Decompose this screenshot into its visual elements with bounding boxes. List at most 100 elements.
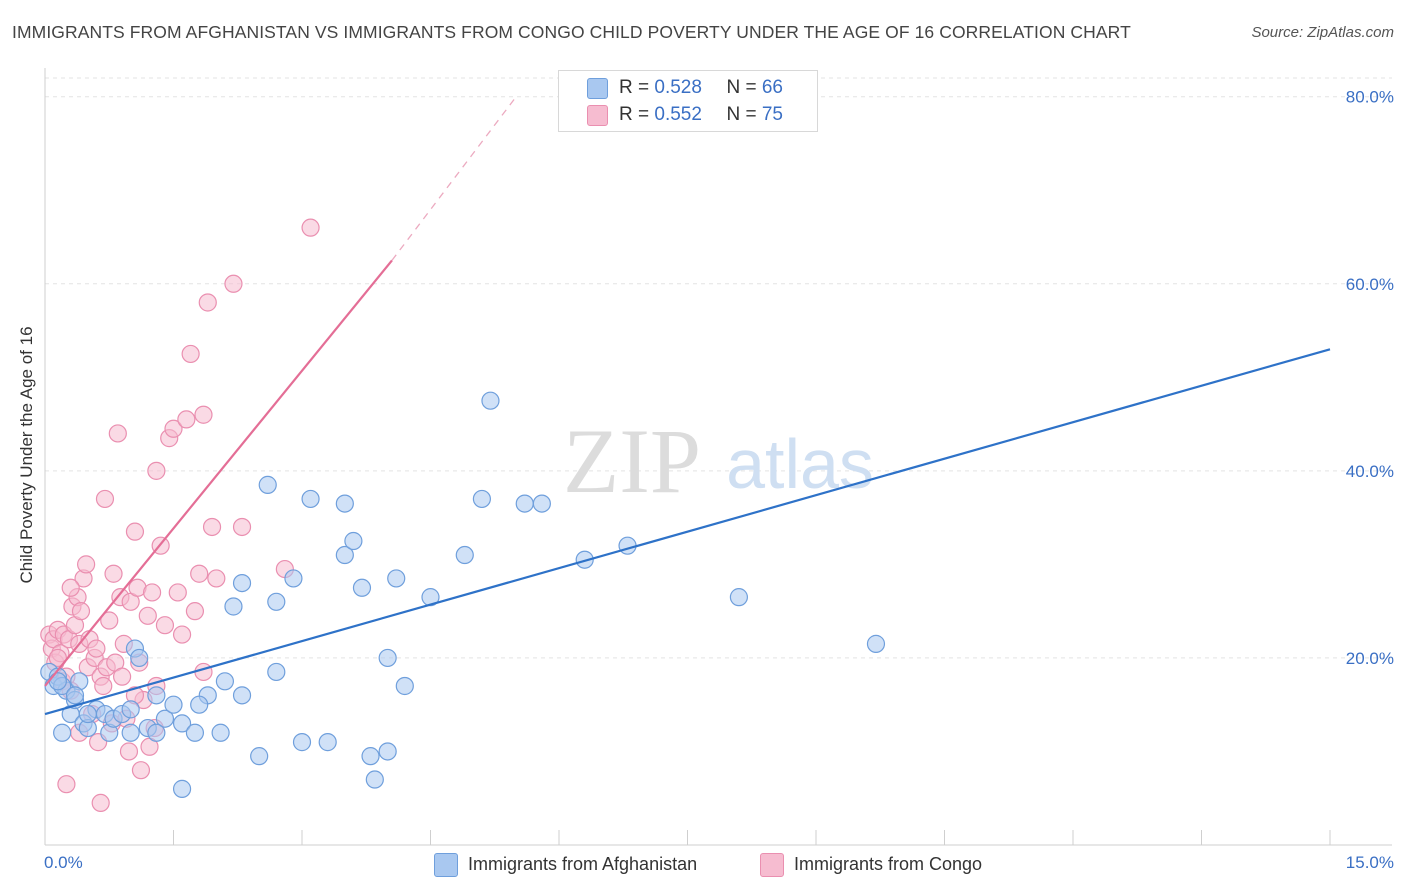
afghanistan-point <box>284 569 303 588</box>
afghanistan-swatch <box>587 78 608 99</box>
afghanistan-point <box>211 723 230 742</box>
congo-point <box>71 602 91 621</box>
afghanistan-point <box>155 709 175 728</box>
afghanistan-point <box>147 723 166 742</box>
afghanistan-point <box>618 536 637 555</box>
afghanistan-point <box>130 648 149 668</box>
afghanistan-point <box>361 747 380 766</box>
afghanistan-point <box>258 475 277 494</box>
y-tick-label: 40.0% <box>1346 462 1394 481</box>
congo-points <box>40 218 320 813</box>
congo-point <box>77 555 96 574</box>
congo-point <box>198 293 217 312</box>
congo-point <box>119 742 139 761</box>
y-tick-label: 60.0% <box>1346 275 1394 294</box>
y-tick-labels: 20.0% 40.0% 60.0% 80.0% <box>1346 88 1394 668</box>
congo-point <box>125 522 145 541</box>
afghanistan-point <box>481 391 500 410</box>
afghanistan-point <box>48 672 67 691</box>
afghanistan-point <box>190 695 209 714</box>
r-value-afghanistan: 0.528 <box>654 77 702 98</box>
afghanistan-point <box>164 695 183 714</box>
congo-point <box>87 639 106 658</box>
chart-title: IMMIGRANTS FROM AFGHANISTAN VS IMMIGRANT… <box>12 22 1131 42</box>
congo-point <box>48 648 67 668</box>
afghanistan-point <box>224 597 243 616</box>
congo-point <box>232 517 252 537</box>
congo-point <box>185 602 205 621</box>
r-value-congo: 0.552 <box>654 104 702 125</box>
afghanistan-point <box>53 723 72 742</box>
congo-point <box>155 616 175 635</box>
y-tick-label: 80.0% <box>1346 88 1394 107</box>
x-tick-min: 0.0% <box>44 853 83 872</box>
n-value-congo: 75 <box>761 104 783 125</box>
congo-point <box>91 793 110 813</box>
legend-label-afghanistan: Immigrants from Afghanistan <box>468 854 698 874</box>
congo-trend-line <box>44 259 393 687</box>
congo-legend-swatch <box>760 853 784 877</box>
n-label: N = <box>726 104 762 125</box>
congo-trend-extension <box>391 96 517 261</box>
afghanistan-point <box>250 747 269 766</box>
congo-point <box>168 583 187 602</box>
afghanistan-point <box>65 686 85 705</box>
congo-point <box>131 761 151 780</box>
source-label: Source: ZipAtlas.com <box>1251 24 1394 41</box>
afghanistan-point <box>395 676 414 696</box>
congo-point <box>202 517 222 537</box>
congo-point <box>207 569 226 588</box>
afghanistan-point <box>172 779 192 798</box>
gridlines <box>45 77 1392 659</box>
trend-lines <box>44 96 1331 716</box>
congo-point <box>100 611 119 630</box>
watermark-zip: ZIP <box>563 410 701 512</box>
stats-legend: R = 0.528 N = 66 R = 0.552 N = 75 <box>558 70 818 132</box>
axes <box>44 68 1392 846</box>
r-label: R = <box>619 77 655 98</box>
afghanistan-point <box>387 569 406 588</box>
congo-point <box>138 606 157 625</box>
congo-point <box>61 578 80 597</box>
afghanistan-point <box>121 723 140 742</box>
congo-point <box>164 419 183 438</box>
afghanistan-point <box>515 494 534 513</box>
y-tick-label: 20.0% <box>1346 649 1394 668</box>
congo-point <box>112 667 132 686</box>
afghanistan-legend-swatch <box>434 853 458 877</box>
afghanistan-point <box>292 733 312 752</box>
congo-point <box>95 489 115 509</box>
afghanistan-point <box>232 686 252 705</box>
afghanistan-point <box>215 672 234 691</box>
congo-point <box>172 625 192 644</box>
afghanistan-point <box>532 494 551 513</box>
afghanistan-point <box>335 545 354 565</box>
y-axis-label: Child Poverty Under the Age of 16 <box>17 326 36 584</box>
afghanistan-point <box>267 592 286 611</box>
afghanistan-point <box>378 742 397 761</box>
afghanistan-point <box>185 723 205 742</box>
afghanistan-point <box>378 648 397 668</box>
congo-point <box>57 775 76 794</box>
afghanistan-point <box>335 494 354 513</box>
afghanistan-point <box>352 578 372 597</box>
afghanistan-point <box>78 704 97 724</box>
congo-point <box>94 676 113 696</box>
congo-point <box>194 662 213 682</box>
afghanistan-point <box>301 489 320 509</box>
afghanistan-point <box>318 733 337 752</box>
watermark-atlas: atlas <box>726 425 874 503</box>
congo-point <box>194 405 213 424</box>
afghanistan-point <box>472 489 491 509</box>
afghanistan-point <box>121 700 140 719</box>
r-label: R = <box>619 104 655 125</box>
congo-point <box>142 583 162 602</box>
congo-point <box>301 218 320 237</box>
afghanistan-point <box>232 573 252 593</box>
congo-point <box>147 461 166 480</box>
n-label: N = <box>726 77 762 98</box>
congo-point <box>104 564 123 583</box>
afghanistan-point <box>365 770 384 789</box>
afghanistan-trend-line <box>44 348 1331 716</box>
